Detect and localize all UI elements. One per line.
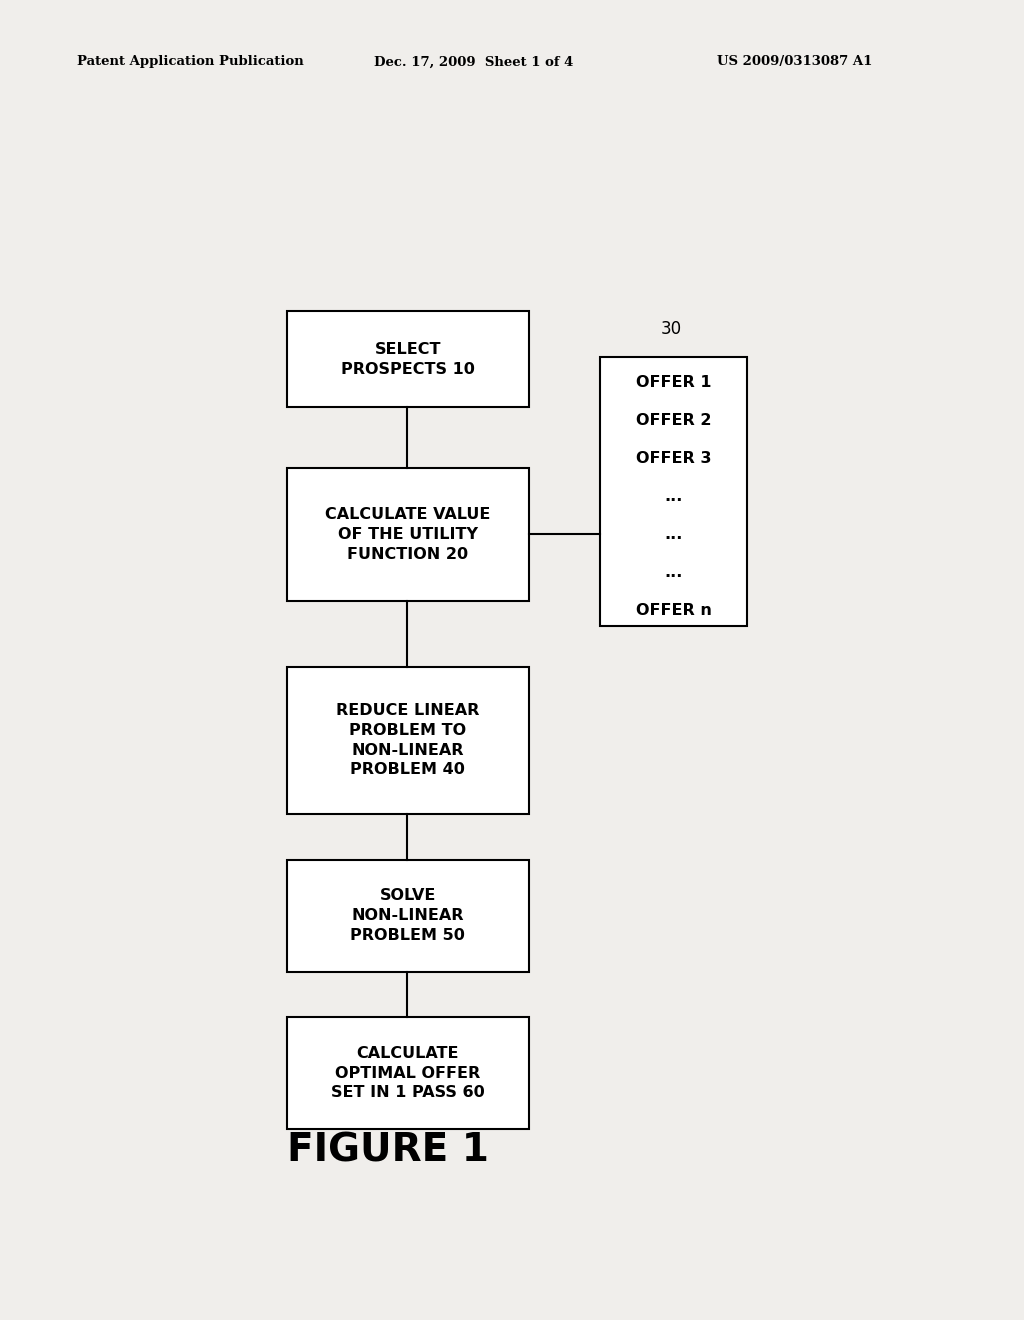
Bar xyxy=(287,469,528,601)
Bar xyxy=(287,312,528,408)
Bar xyxy=(600,356,748,626)
Text: Dec. 17, 2009  Sheet 1 of 4: Dec. 17, 2009 Sheet 1 of 4 xyxy=(374,55,573,69)
Text: OFFER n: OFFER n xyxy=(636,603,712,618)
Text: Patent Application Publication: Patent Application Publication xyxy=(77,55,303,69)
Text: REDUCE LINEAR
PROBLEM TO
NON-LINEAR
PROBLEM 40: REDUCE LINEAR PROBLEM TO NON-LINEAR PROB… xyxy=(336,704,479,777)
Text: OFFER 3: OFFER 3 xyxy=(636,450,712,466)
Text: ...: ... xyxy=(665,527,683,543)
Text: SELECT
PROSPECTS 10: SELECT PROSPECTS 10 xyxy=(341,342,475,376)
Text: OFFER 1: OFFER 1 xyxy=(636,375,712,389)
Bar xyxy=(287,667,528,814)
Text: FIGURE 1: FIGURE 1 xyxy=(287,1131,488,1170)
Text: ...: ... xyxy=(665,488,683,504)
Text: US 2009/0313087 A1: US 2009/0313087 A1 xyxy=(717,55,872,69)
Text: CALCULATE VALUE
OF THE UTILITY
FUNCTION 20: CALCULATE VALUE OF THE UTILITY FUNCTION … xyxy=(325,507,490,562)
Text: SOLVE
NON-LINEAR
PROBLEM 50: SOLVE NON-LINEAR PROBLEM 50 xyxy=(350,888,465,942)
Text: ...: ... xyxy=(665,565,683,579)
Text: 30: 30 xyxy=(662,321,682,338)
Text: OFFER 2: OFFER 2 xyxy=(636,413,712,428)
Bar xyxy=(287,859,528,972)
Text: CALCULATE
OPTIMAL OFFER
SET IN 1 PASS 60: CALCULATE OPTIMAL OFFER SET IN 1 PASS 60 xyxy=(331,1045,484,1101)
Bar xyxy=(287,1018,528,1129)
